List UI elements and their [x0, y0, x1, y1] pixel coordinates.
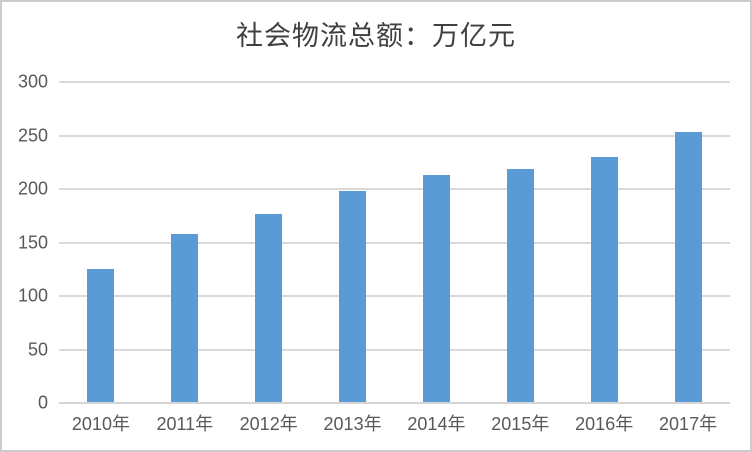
gridline-50 [59, 348, 730, 351]
y-tick-label-0: 0 [37, 392, 48, 413]
x-axis-line [59, 402, 730, 404]
bar-2017年[interactable] [674, 132, 702, 403]
plot-area [59, 81, 730, 404]
x-tick-label-2014年: 2014年 [407, 414, 466, 434]
chart-title: 社会物流总额：万亿元 [236, 21, 516, 52]
y-tick-label-50: 50 [27, 339, 48, 359]
y-tick-label-100: 100 [17, 285, 48, 306]
y-tick-label-150: 150 [17, 232, 48, 252]
bar-2012年[interactable] [255, 213, 283, 403]
gridline-300 [59, 81, 730, 83]
x-tick-label-2010年: 2010年 [71, 414, 130, 434]
y-tick-label-300: 300 [17, 71, 48, 92]
bar-2013年[interactable] [339, 191, 367, 403]
x-tick-label-2013年: 2013年 [323, 414, 382, 434]
gridline-100 [59, 295, 730, 297]
x-tick-label-2012年: 2012年 [239, 414, 298, 434]
bar-2015年[interactable] [506, 168, 534, 403]
bar-2014年[interactable] [422, 175, 450, 403]
gridline-200 [59, 188, 730, 190]
x-tick-label-2016年: 2016年 [575, 414, 634, 434]
x-tick-label-2015年: 2015年 [491, 414, 550, 434]
bar-2010年[interactable] [87, 269, 115, 403]
y-tick-label-200: 200 [17, 178, 48, 199]
gridline-250 [59, 134, 730, 137]
y-tick-label-250: 250 [17, 125, 48, 145]
bar-2016年[interactable] [590, 156, 618, 403]
x-tick-label-2017年: 2017年 [659, 414, 718, 434]
x-tick-label-2011年: 2011年 [156, 414, 214, 434]
bar-2011年[interactable] [171, 233, 199, 403]
gridline-150 [59, 241, 730, 244]
